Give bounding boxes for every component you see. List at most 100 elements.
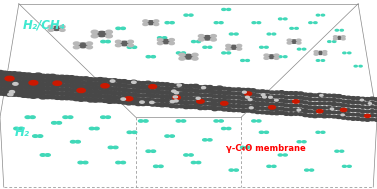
Circle shape: [11, 92, 18, 96]
Circle shape: [97, 78, 104, 81]
Circle shape: [40, 79, 46, 82]
Circle shape: [374, 119, 377, 121]
Circle shape: [298, 109, 303, 111]
Circle shape: [269, 103, 275, 106]
Circle shape: [54, 75, 61, 79]
Circle shape: [121, 84, 127, 87]
Circle shape: [25, 90, 32, 93]
Circle shape: [159, 87, 166, 90]
Circle shape: [291, 40, 297, 43]
Circle shape: [101, 95, 109, 98]
Circle shape: [302, 141, 306, 143]
Circle shape: [92, 82, 99, 86]
Circle shape: [111, 79, 118, 82]
Circle shape: [30, 82, 37, 86]
Circle shape: [274, 91, 280, 94]
Circle shape: [269, 96, 272, 98]
Circle shape: [331, 107, 337, 110]
Circle shape: [73, 89, 80, 92]
Circle shape: [274, 95, 280, 98]
Circle shape: [316, 131, 320, 133]
Circle shape: [307, 106, 313, 109]
Circle shape: [140, 82, 146, 85]
Circle shape: [192, 84, 199, 88]
Circle shape: [269, 99, 275, 102]
Circle shape: [44, 82, 51, 86]
Circle shape: [302, 114, 308, 117]
Circle shape: [6, 88, 13, 92]
Circle shape: [334, 38, 337, 40]
Circle shape: [111, 99, 118, 103]
Circle shape: [241, 146, 245, 149]
Circle shape: [365, 106, 370, 109]
Circle shape: [111, 87, 118, 90]
Circle shape: [34, 90, 42, 94]
Circle shape: [207, 94, 213, 97]
Circle shape: [155, 99, 160, 102]
Circle shape: [293, 100, 299, 103]
Circle shape: [374, 98, 377, 101]
Circle shape: [293, 112, 299, 115]
Circle shape: [267, 165, 271, 167]
Circle shape: [68, 76, 75, 79]
Circle shape: [211, 91, 218, 94]
Circle shape: [303, 93, 308, 96]
Circle shape: [274, 108, 280, 110]
Circle shape: [116, 100, 123, 103]
Circle shape: [111, 83, 118, 86]
Circle shape: [178, 88, 184, 91]
Circle shape: [63, 88, 70, 91]
Circle shape: [125, 93, 132, 97]
Circle shape: [221, 104, 228, 107]
Circle shape: [155, 82, 161, 85]
Circle shape: [255, 90, 261, 93]
Circle shape: [274, 112, 280, 115]
Circle shape: [302, 97, 308, 100]
Circle shape: [302, 105, 308, 108]
Circle shape: [111, 95, 118, 99]
Circle shape: [259, 102, 266, 106]
Circle shape: [77, 93, 85, 97]
Circle shape: [154, 95, 161, 98]
Circle shape: [312, 94, 318, 97]
Circle shape: [365, 102, 370, 104]
Circle shape: [188, 154, 193, 156]
Circle shape: [316, 14, 320, 16]
Circle shape: [354, 65, 357, 67]
Circle shape: [92, 94, 99, 98]
Circle shape: [135, 81, 142, 85]
Circle shape: [314, 22, 317, 24]
Circle shape: [321, 131, 325, 133]
Circle shape: [274, 57, 279, 59]
Circle shape: [92, 98, 99, 102]
Circle shape: [0, 70, 4, 75]
Circle shape: [307, 93, 313, 97]
Circle shape: [146, 56, 150, 58]
Circle shape: [154, 86, 161, 90]
Circle shape: [360, 106, 365, 108]
Circle shape: [58, 96, 66, 100]
Circle shape: [169, 84, 175, 87]
Circle shape: [130, 97, 137, 100]
Circle shape: [188, 84, 194, 87]
Circle shape: [346, 96, 351, 99]
Circle shape: [333, 41, 336, 42]
Circle shape: [49, 91, 56, 95]
Circle shape: [369, 118, 375, 121]
Circle shape: [187, 97, 195, 100]
Circle shape: [121, 27, 126, 29]
Circle shape: [216, 107, 223, 110]
Circle shape: [176, 120, 181, 122]
Circle shape: [125, 97, 133, 101]
Circle shape: [341, 100, 346, 102]
Circle shape: [58, 88, 66, 91]
Circle shape: [342, 165, 346, 167]
Circle shape: [331, 98, 337, 101]
Circle shape: [49, 87, 56, 91]
Circle shape: [113, 146, 118, 149]
Circle shape: [25, 77, 32, 81]
Circle shape: [226, 100, 232, 103]
Circle shape: [298, 92, 303, 95]
Circle shape: [145, 81, 151, 84]
Circle shape: [0, 75, 4, 79]
